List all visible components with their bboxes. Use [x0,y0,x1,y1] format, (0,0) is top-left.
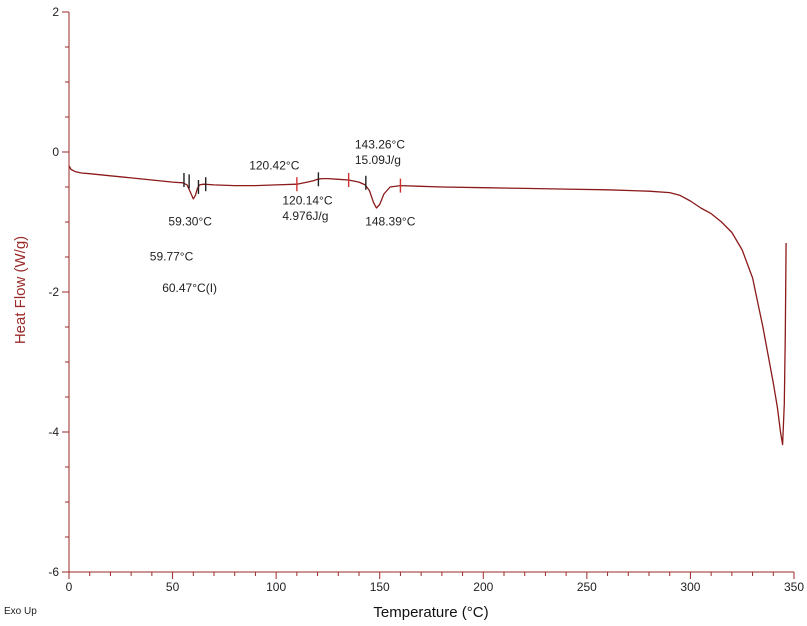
exo-up-label: Exo Up [4,606,37,617]
x-axis-title: Temperature (°C) [373,604,488,621]
y-tick-label: 0 [52,145,59,159]
x-tick-label: 250 [577,580,597,594]
annotation-label: 120.42°C [249,159,300,173]
annotation-label: 15.09J/g [355,153,401,167]
y-axis-title: Heat Flow (W/g) [12,236,29,344]
x-tick-label: 150 [370,580,390,594]
annotation-label: 143.26°C [355,138,406,152]
annotation-label: 59.77°C [150,250,194,264]
x-tick-label: 350 [784,580,804,594]
x-tick-label: 0 [66,580,73,594]
annotation-layer: 59.30°C 59.77°C 60.47°C(I) 120.42°C 120.14°C… [150,138,416,296]
annotation-label: 59.30°C [168,215,212,229]
y-tick-label: -6 [48,565,59,579]
y-tick-label: -4 [48,425,59,439]
heat-flow-curve [68,165,787,446]
series-layer [68,165,787,446]
x-tick-label: 100 [266,580,286,594]
x-axis-ticks: 0 50 100 150 200 250 300 350 [66,572,804,594]
annotation-label: 60.47°C(I) [162,281,217,295]
y-tick-label: -2 [48,285,59,299]
x-tick-label: 300 [680,580,700,594]
annotation-label: 120.14°C [282,194,333,208]
annotation-label: 148.39°C [365,215,416,229]
x-tick-label: 200 [473,580,493,594]
y-tick-label: 2 [52,5,59,19]
annotation-label: 4.976J/g [282,209,328,223]
y-axis-ticks: 2 0 -2 -4 -6 [48,5,69,579]
x-tick-label: 50 [166,580,180,594]
marker-layer [183,172,402,194]
